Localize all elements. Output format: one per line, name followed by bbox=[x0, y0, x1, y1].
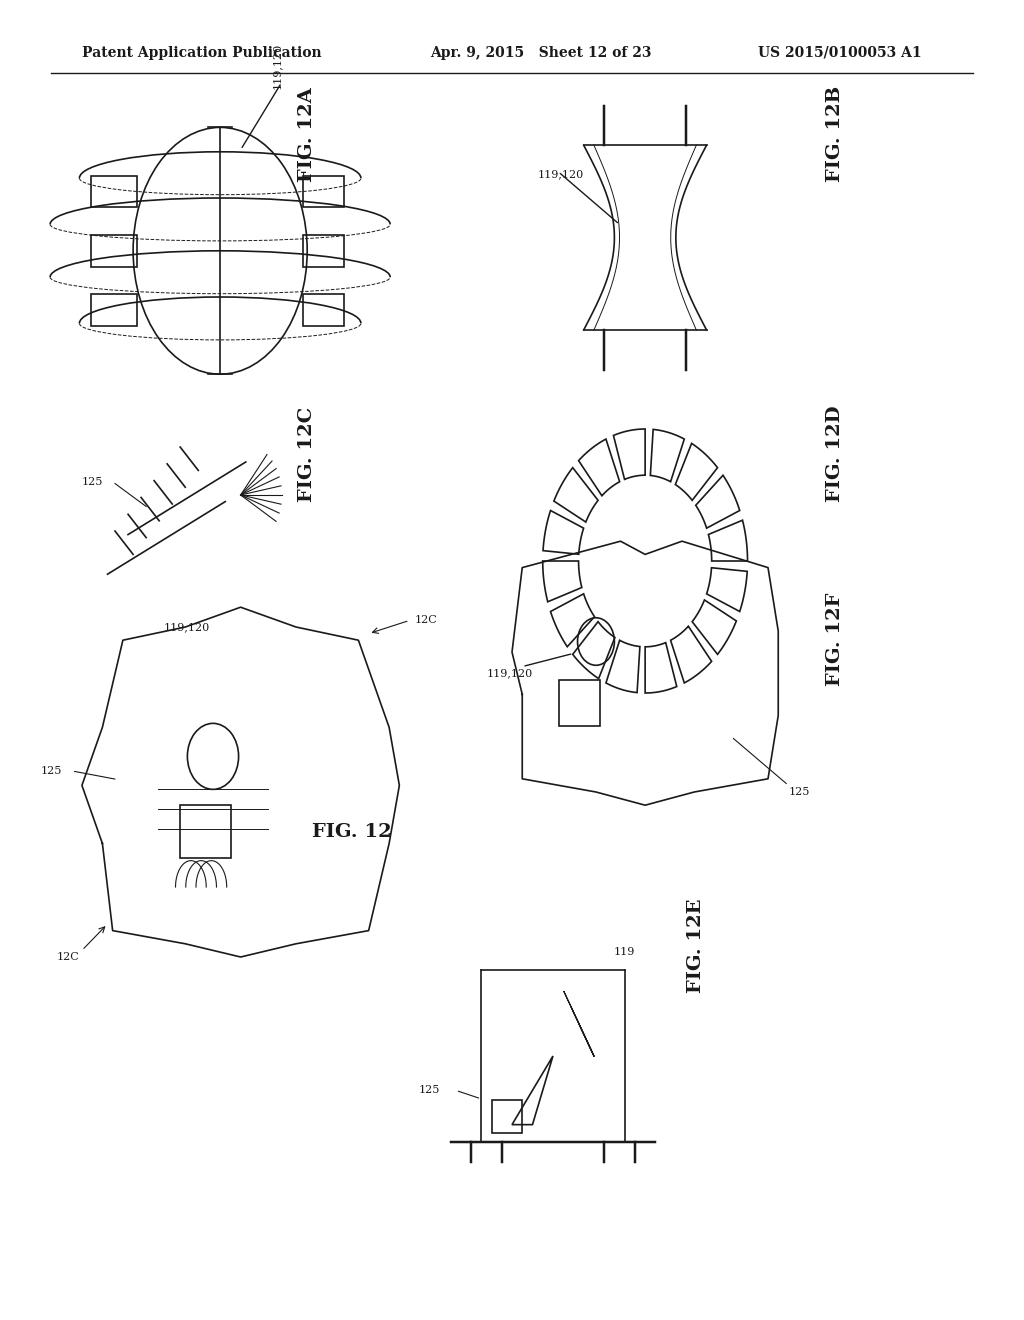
Text: 125: 125 bbox=[788, 787, 810, 797]
Bar bbox=[180, 805, 231, 858]
Text: 125: 125 bbox=[41, 766, 62, 776]
Text: Apr. 9, 2015   Sheet 12 of 23: Apr. 9, 2015 Sheet 12 of 23 bbox=[430, 46, 651, 59]
Text: FIG. 12: FIG. 12 bbox=[312, 822, 392, 841]
Text: FIG. 12F: FIG. 12F bbox=[825, 593, 844, 686]
Text: FIG. 12E: FIG. 12E bbox=[687, 898, 706, 993]
Text: 119,120: 119,120 bbox=[486, 668, 532, 678]
Text: US 2015/0100053 A1: US 2015/0100053 A1 bbox=[758, 46, 922, 59]
Text: 119,120: 119,120 bbox=[164, 622, 210, 632]
Text: FIG. 12C: FIG. 12C bbox=[298, 407, 316, 502]
Text: 119,120: 119,120 bbox=[271, 42, 282, 88]
Text: 12C: 12C bbox=[415, 615, 437, 626]
Text: 125: 125 bbox=[419, 1085, 440, 1096]
Bar bbox=[559, 680, 600, 726]
Text: FIG. 12D: FIG. 12D bbox=[825, 405, 844, 502]
Bar bbox=[492, 1101, 522, 1133]
Text: 125: 125 bbox=[82, 477, 103, 487]
Text: Patent Application Publication: Patent Application Publication bbox=[82, 46, 322, 59]
Text: 12C: 12C bbox=[56, 952, 79, 962]
Text: 119: 119 bbox=[614, 946, 635, 957]
Text: 119,120: 119,120 bbox=[538, 169, 584, 180]
Text: FIG. 12B: FIG. 12B bbox=[825, 86, 844, 182]
Text: FIG. 12A: FIG. 12A bbox=[298, 87, 316, 182]
